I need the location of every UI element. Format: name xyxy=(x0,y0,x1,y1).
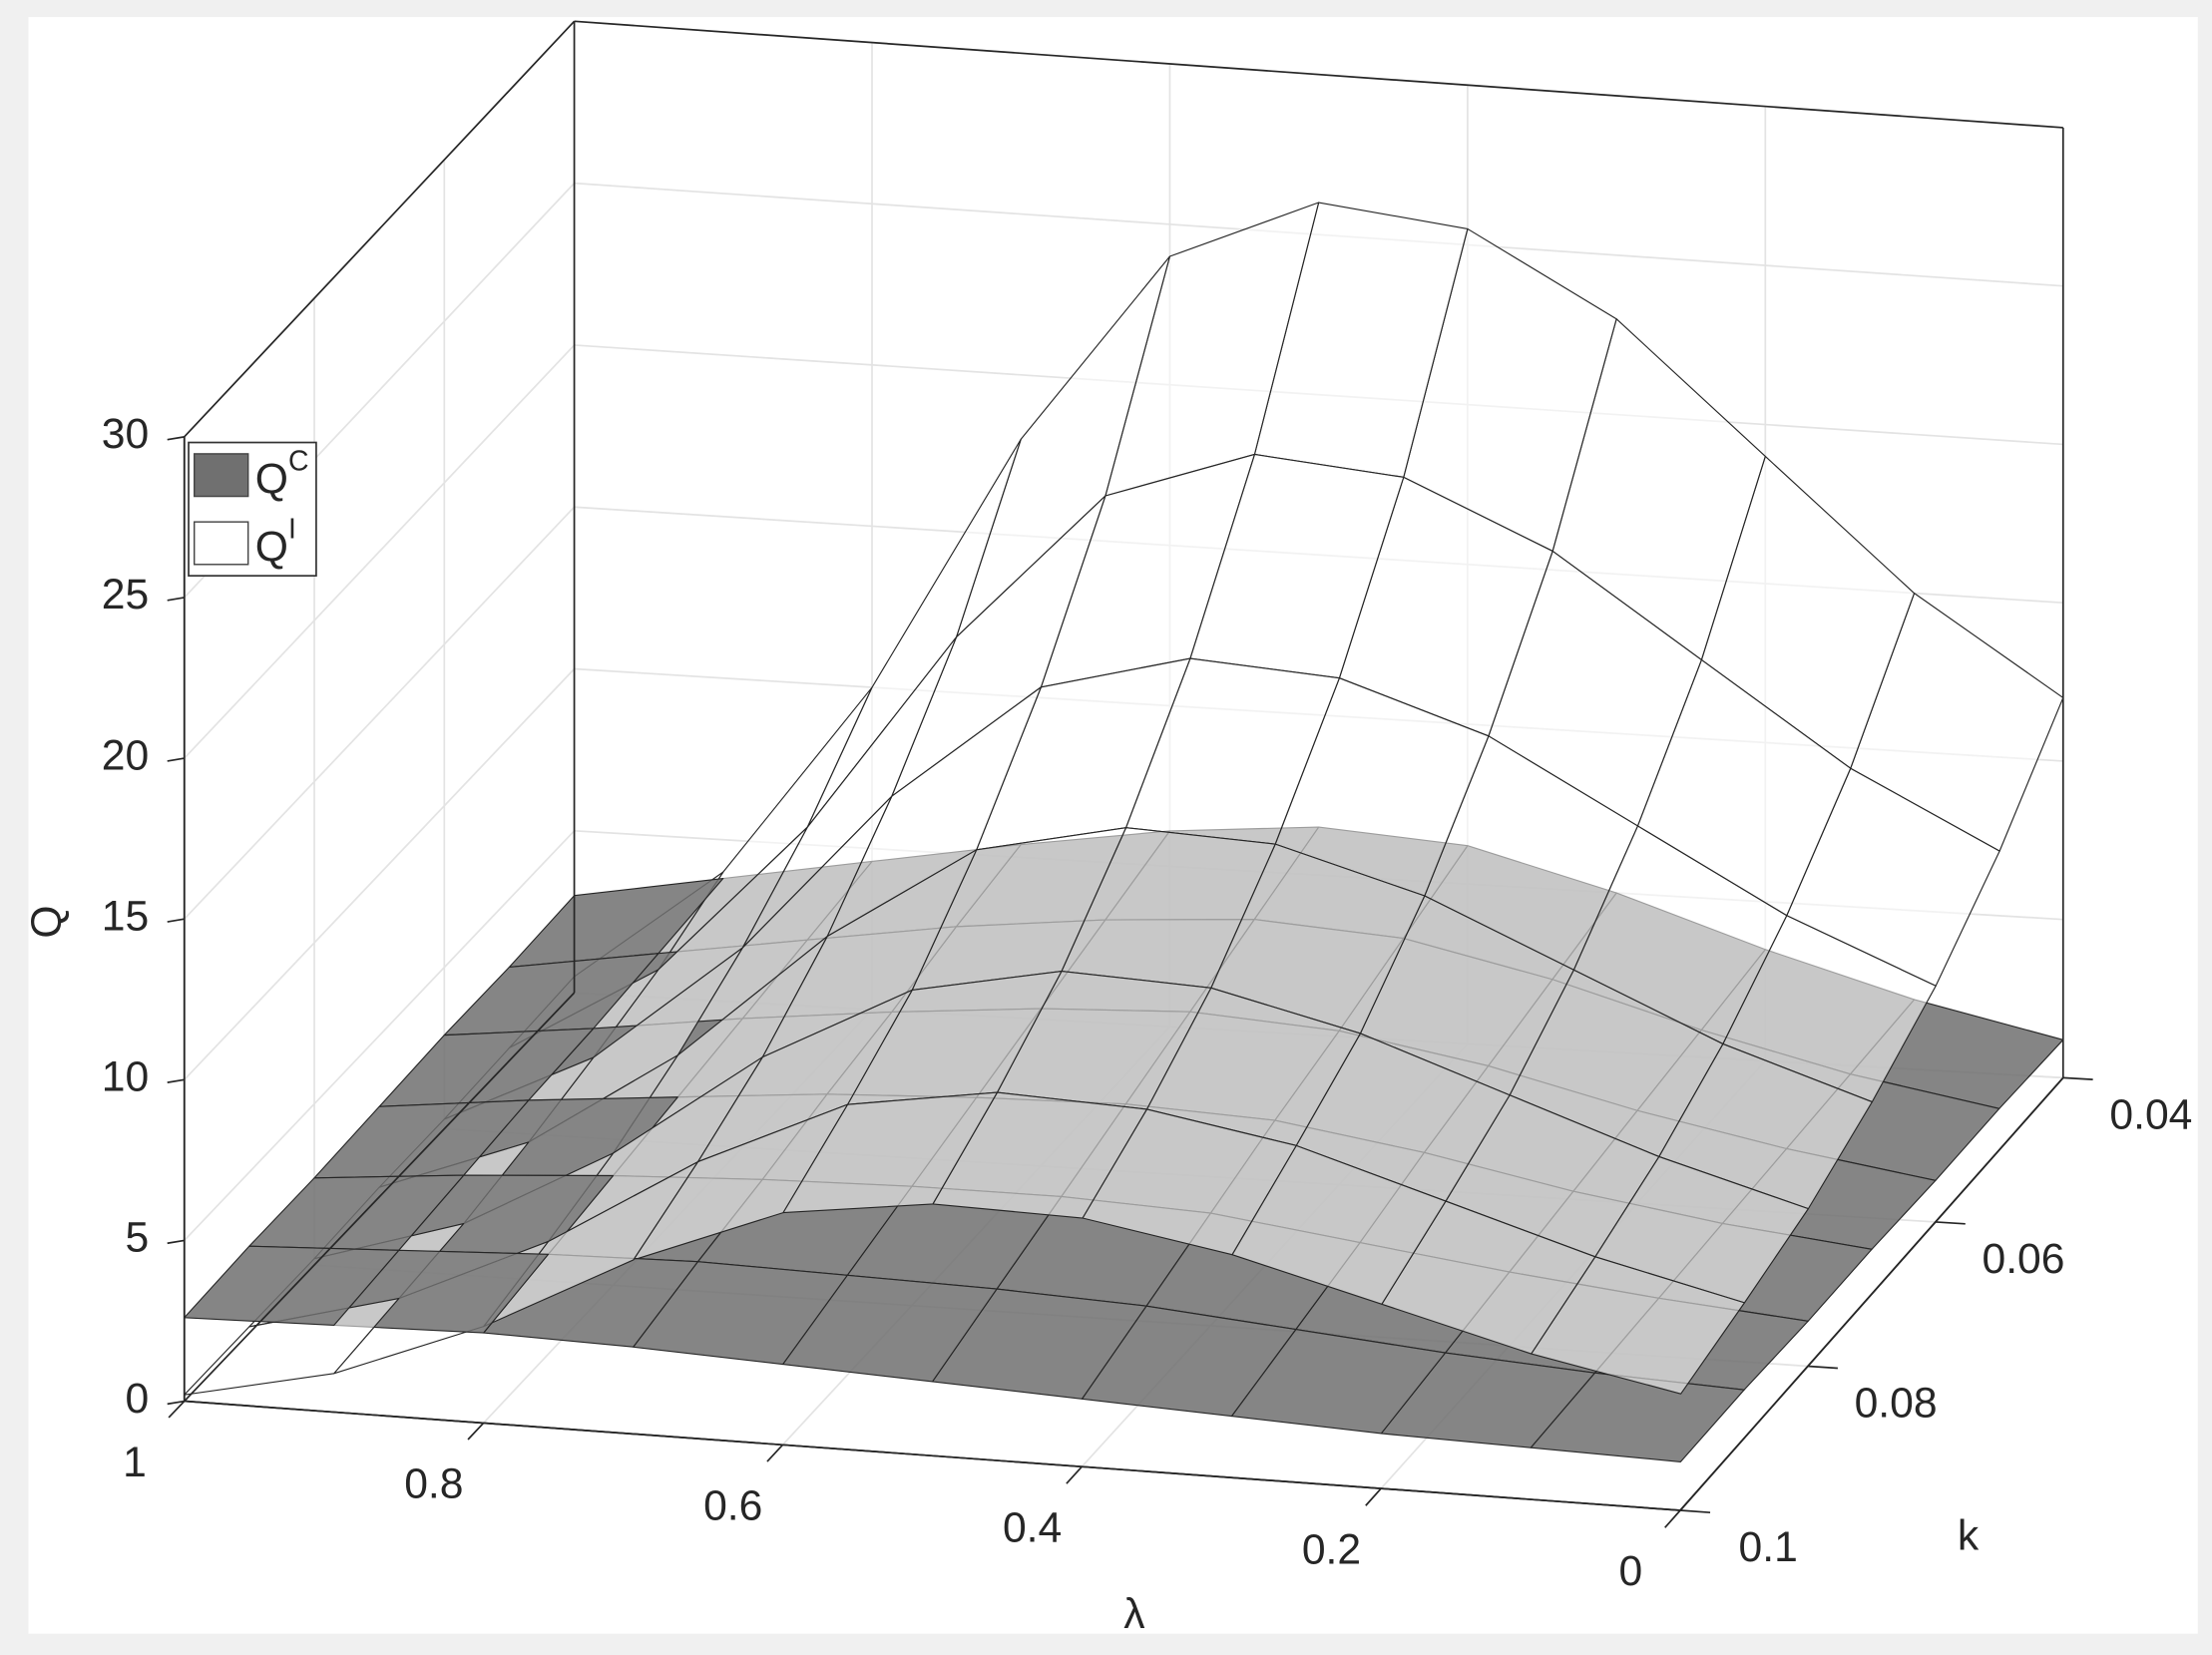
y-tick-label: 0.08 xyxy=(1855,1380,1938,1428)
box-edge xyxy=(574,20,2063,129)
z-tick-label: 15 xyxy=(102,892,149,940)
legend: QC QI xyxy=(188,441,317,578)
z-axis-label: Q xyxy=(23,905,71,938)
x-tick-label: 0.2 xyxy=(1302,1525,1361,1573)
z-tick xyxy=(167,1239,185,1245)
x-tick xyxy=(168,1400,186,1419)
y-tick-label: 0.04 xyxy=(2109,1090,2192,1138)
y-tick xyxy=(1807,1365,1838,1370)
legend-swatch xyxy=(193,453,249,498)
x-tick-label: 0.4 xyxy=(1003,1503,1062,1551)
x-tick-label: 0 xyxy=(1618,1547,1642,1595)
y-tick xyxy=(1935,1221,1966,1225)
box-edge xyxy=(184,992,576,1403)
grid-line xyxy=(184,830,576,1242)
y-tick-label: 0.1 xyxy=(1739,1523,1798,1571)
grid-line xyxy=(184,506,576,920)
x-axis-label: λ xyxy=(1123,1590,1144,1638)
z-tick-label: 30 xyxy=(102,410,149,458)
x-tick xyxy=(1066,1465,1083,1484)
z-tick-label: 10 xyxy=(102,1053,149,1101)
x-tick xyxy=(467,1422,485,1441)
y-axis-label: k xyxy=(1958,1512,1980,1560)
y-tick xyxy=(1680,1509,1711,1514)
y-tick-label: 0.06 xyxy=(1983,1235,2065,1283)
legend-label: QI xyxy=(255,513,296,572)
z-tick xyxy=(167,757,185,762)
x-tick xyxy=(766,1444,784,1462)
z-tick-label: 25 xyxy=(102,571,149,619)
x-tick-label: 0.8 xyxy=(404,1460,463,1508)
box-edge xyxy=(184,20,576,438)
surfaces xyxy=(184,202,2064,1462)
x-tick xyxy=(1365,1487,1382,1506)
y-tick xyxy=(2062,1076,2093,1080)
grid-line xyxy=(184,667,576,1080)
axes: 0 0.2 0.4 0.6 0.8 1 0.04 0.06 0.08 0.1 0 5 10 15 20 25 3… xyxy=(102,20,2192,1595)
box-edge xyxy=(184,1400,1681,1511)
x-tick-label: 1 xyxy=(123,1439,147,1486)
legend-label: QC xyxy=(255,445,309,504)
z-tick xyxy=(167,436,185,441)
legend-swatch xyxy=(193,521,249,566)
x-tick-label: 0.6 xyxy=(703,1482,762,1530)
z-tick xyxy=(167,918,185,923)
box-edge xyxy=(1679,1076,2064,1511)
grid-line xyxy=(184,344,576,759)
x-tick xyxy=(1664,1509,1681,1528)
z-tick xyxy=(167,1078,185,1083)
z-tick-label: 0 xyxy=(126,1375,150,1423)
z-tick-label: 20 xyxy=(102,731,149,779)
z-tick xyxy=(167,597,185,602)
z-tick xyxy=(167,1400,185,1406)
z-tick-label: 5 xyxy=(126,1214,150,1262)
